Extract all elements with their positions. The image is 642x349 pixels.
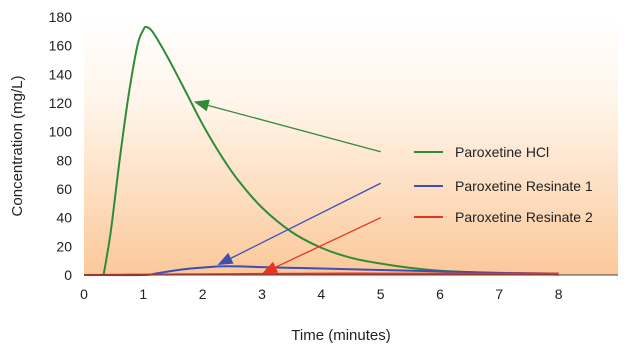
y-tick-labels: 0 20 40 60 80 100 120 140 160 180	[49, 9, 73, 283]
y-tick-label: 100	[49, 124, 73, 140]
y-tick-label: 160	[49, 38, 73, 54]
x-tick-label: 0	[80, 286, 88, 302]
x-tick-label: 5	[377, 286, 385, 302]
y-axis-title: Concentration (mg/L)	[9, 76, 26, 217]
y-tick-label: 40	[56, 210, 72, 226]
y-tick-label: 180	[49, 9, 73, 25]
annotation-arrow-line	[230, 182, 381, 259]
series-line-3	[83, 272, 559, 276]
y-tick-label: 140	[49, 66, 73, 82]
x-tick-label: 7	[495, 286, 503, 302]
annotation-arrow-line	[208, 104, 381, 153]
annotation-arrowhead	[193, 99, 210, 112]
y-tick-label: 0	[64, 267, 72, 283]
x-tick-label: 3	[258, 286, 266, 302]
annotation-arrowhead	[262, 261, 279, 274]
x-tick-labels: 0 1 2 3 4 5 6 7 8	[80, 286, 563, 302]
x-tick-label: 2	[199, 286, 207, 302]
y-tick-label: 20	[56, 238, 72, 254]
series-line-2	[83, 265, 559, 277]
x-tick-label: 1	[139, 286, 147, 302]
annotation-arrowhead	[217, 252, 234, 265]
legend-label: Paroxetine Resinate 2	[455, 209, 593, 225]
x-tick-label: 8	[555, 286, 563, 302]
x-axis-title: Time (minutes)	[291, 327, 390, 344]
x-tick-label: 6	[436, 286, 444, 302]
x-tick-label: 4	[317, 286, 325, 302]
legend: Paroxetine HCl Paroxetine Resinate 1 Parox…	[414, 144, 593, 225]
y-tick-label: 120	[49, 95, 73, 111]
series-lines	[83, 25, 559, 277]
y-tick-label: 80	[56, 152, 72, 168]
annotation-arrows	[193, 99, 381, 274]
y-tick-label: 60	[56, 181, 72, 197]
legend-label: Paroxetine Resinate 1	[455, 178, 593, 194]
annotation-arrow-line	[275, 217, 381, 268]
legend-label: Paroxetine HCl	[455, 144, 549, 160]
